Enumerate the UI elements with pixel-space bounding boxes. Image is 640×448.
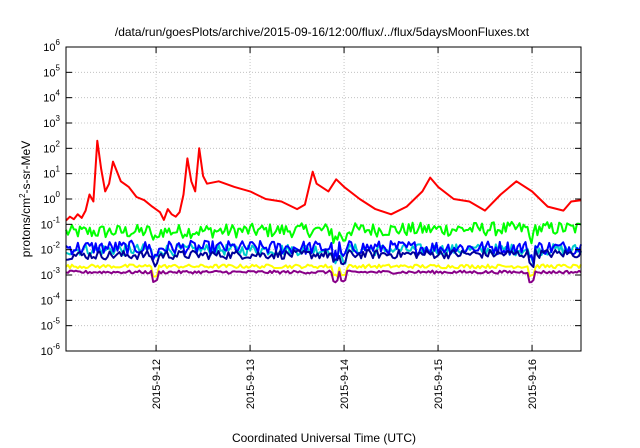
series-line — [65, 220, 582, 245]
series-line — [65, 248, 582, 268]
series-line — [65, 139, 582, 222]
y-tick-label: 10-3 — [41, 266, 61, 282]
x-axis-ticks: 2015-9-12 2015-9-13 2015-9-14 2015-9-15 2015… — [151, 47, 539, 409]
y-tick-label: 100 — [43, 190, 60, 206]
y-tick-label: 10-4 — [41, 291, 61, 307]
y-tick-label: 103 — [43, 114, 60, 130]
series-line — [65, 269, 582, 284]
series-group — [65, 139, 582, 284]
series-line — [65, 239, 582, 265]
x-tick-label: 2015-9-14 — [339, 359, 351, 409]
y-tick-label: 104 — [43, 89, 60, 105]
x-tick-label: 2015-9-13 — [245, 359, 257, 409]
y-tick-label: 101 — [43, 165, 60, 181]
y-tick-label: 102 — [43, 139, 60, 155]
y-tick-label: 10-6 — [41, 342, 61, 358]
x-tick-label: 2015-9-16 — [527, 359, 539, 409]
y-tick-label: 105 — [43, 63, 60, 79]
y-tick-label: 106 — [43, 38, 60, 54]
x-tick-label: 2015-9-12 — [151, 359, 163, 409]
chart-title: /data/run/goesPlots/archive/2015-09-16/1… — [115, 25, 530, 39]
x-tick-label: 2015-9-15 — [433, 359, 445, 409]
y-axis-ticks: 106 105 104 103 102 101 100 10-1 10-2 10-3 10-4 10-… — [41, 38, 581, 358]
y-tick-label: 10-1 — [41, 215, 61, 231]
y-tick-label: 10-2 — [41, 241, 61, 257]
x-axis-label: Coordinated Universal Time (UTC) — [232, 431, 416, 445]
y-axis-label: protons/cm2-s-sr-MeV — [18, 141, 33, 257]
y-tick-label: 10-5 — [41, 317, 61, 333]
series-line — [65, 263, 582, 278]
